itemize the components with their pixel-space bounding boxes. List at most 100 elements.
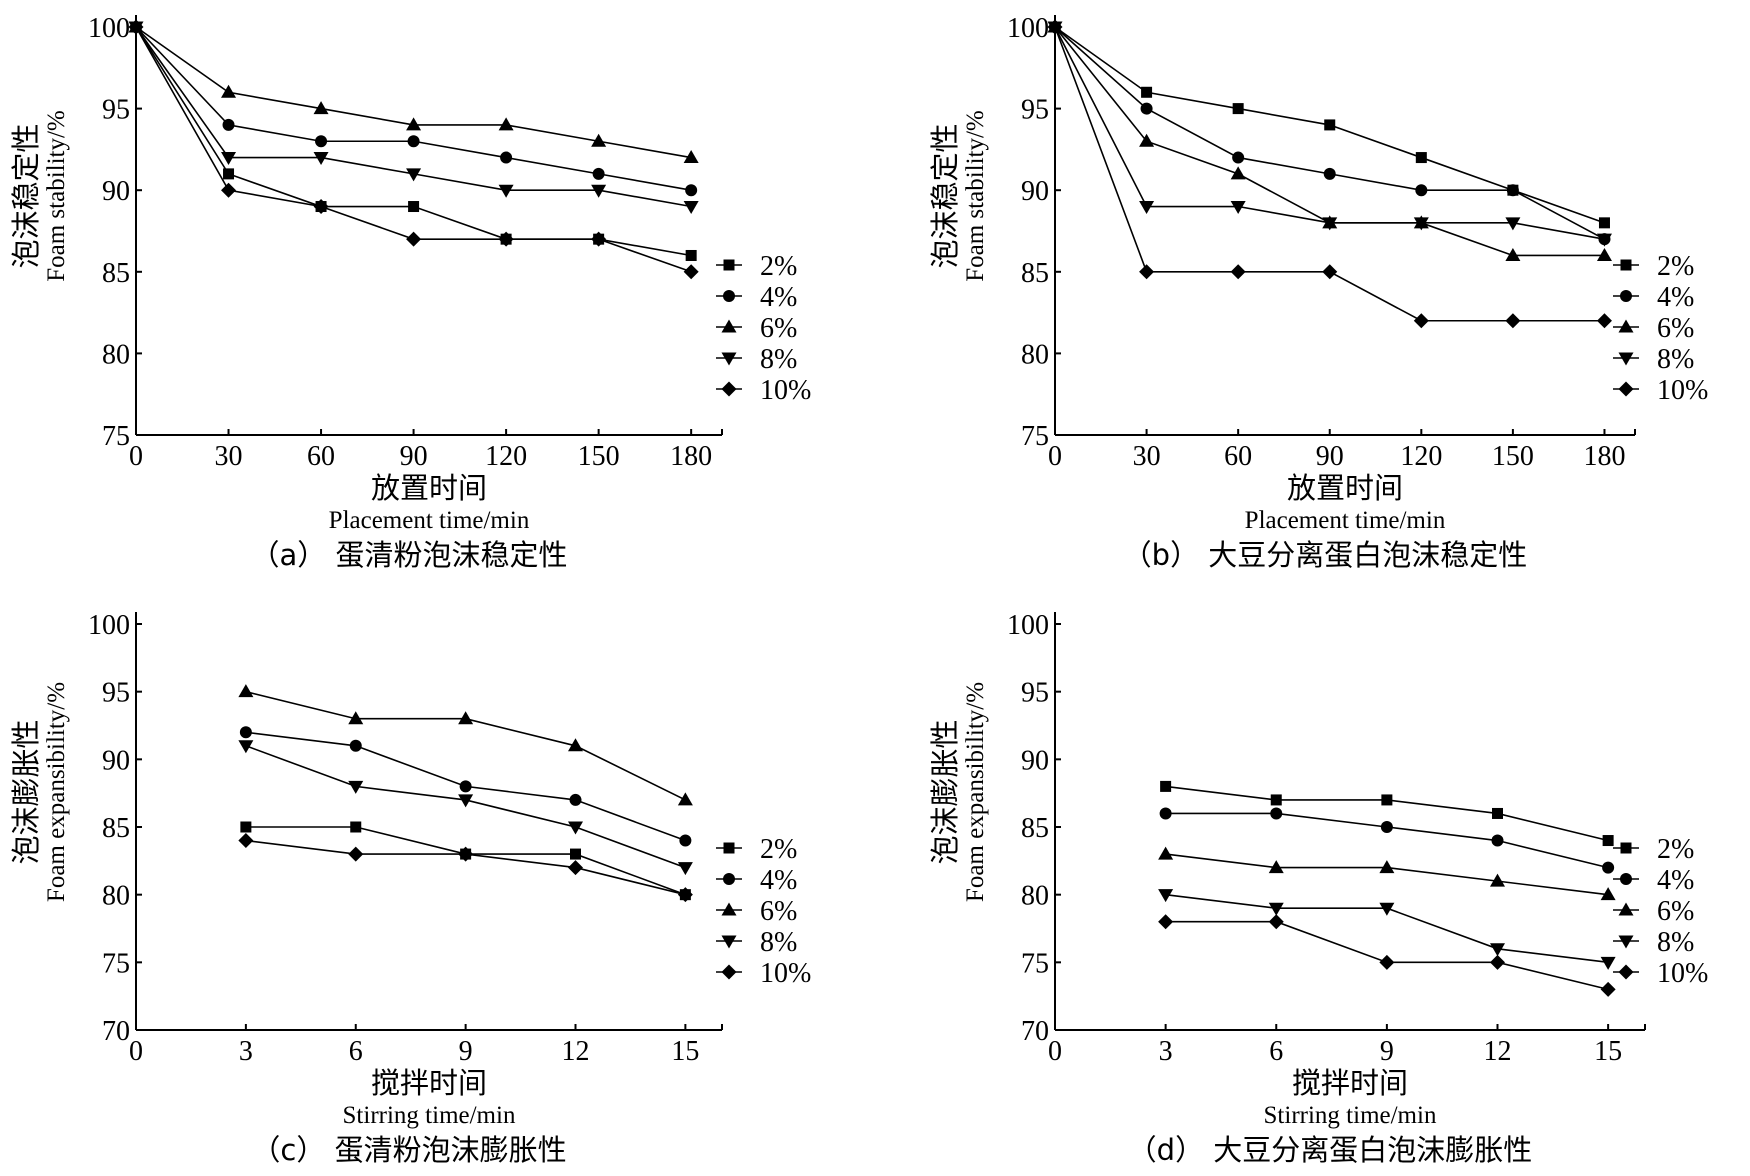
data-point [592, 167, 605, 180]
y-tick-label: 95 [1021, 678, 1049, 709]
y-tick-label: 80 [102, 881, 130, 912]
data-point [498, 184, 514, 198]
y-axis-title-en: Foam stability/% [962, 110, 989, 282]
series-6pct [238, 684, 693, 806]
data-point [1598, 217, 1610, 229]
y-tick-label: 75 [102, 948, 130, 979]
legend-label: 4% [760, 282, 797, 313]
x-tick-label: 12 [1484, 1036, 1512, 1067]
y-tick-label: 70 [1021, 1016, 1049, 1047]
y-tick-label: 90 [1021, 176, 1049, 207]
data-point [239, 726, 252, 739]
legend-label: 8% [1657, 927, 1694, 958]
data-point [568, 821, 583, 835]
data-point [349, 739, 362, 752]
series-8pct [1158, 889, 1616, 970]
x-tick-label: 15 [671, 1036, 699, 1067]
data-point [221, 84, 237, 98]
data-point [313, 152, 329, 166]
y-tick-label: 95 [102, 95, 130, 126]
data-point [238, 684, 254, 698]
series-4pct [1159, 807, 1615, 874]
data-point [1381, 794, 1393, 806]
y-tick-label: 85 [102, 813, 130, 844]
data-point [315, 135, 328, 148]
x-axis-title-cn: 搅拌时间 [1292, 1066, 1408, 1100]
legend-label: 2% [1657, 251, 1694, 282]
x-tick-label: 3 [239, 1036, 253, 1067]
x-tick-label: 150 [1492, 441, 1534, 472]
legend: 2%4%6%8%10% [1613, 251, 1708, 406]
legend-marker [1620, 873, 1632, 885]
panel-caption: （a） 蛋清粉泡沫稳定性 [251, 538, 568, 572]
x-tick-label: 0 [1048, 441, 1062, 472]
x-tick-label: 6 [1269, 1036, 1283, 1067]
legend-label: 8% [760, 344, 797, 375]
data-point [313, 101, 329, 115]
chart-panel-c: 0 3 6 9 12 15 70 75 80 85 90 95 100 搅拌时间 Stirring time… [0, 588, 875, 1176]
x-tick-label: 3 [1159, 1036, 1173, 1067]
series-10pct [128, 19, 699, 280]
data-point [459, 780, 472, 793]
data-point [1379, 954, 1395, 970]
legend-label: 4% [1657, 865, 1694, 896]
legend: 2%4%6%8%10% [716, 251, 811, 406]
data-point [1602, 861, 1615, 874]
data-point [1322, 217, 1338, 231]
y-tick-label: 75 [102, 421, 130, 452]
x-tick-label: 180 [1583, 441, 1625, 472]
legend-label: 6% [760, 313, 797, 344]
legend: 2%4%6%8%10% [1613, 834, 1708, 989]
data-point [1322, 264, 1338, 280]
data-point [1230, 264, 1246, 280]
y-tick-label: 80 [102, 339, 130, 370]
legend-label: 10% [1657, 375, 1708, 406]
x-tick-label: 30 [215, 441, 243, 472]
data-point [348, 780, 364, 794]
data-point [1600, 956, 1616, 970]
series-line [1054, 26, 1605, 240]
legend-marker [721, 352, 737, 366]
legend-label: 6% [1657, 896, 1694, 927]
y-tick-label: 95 [102, 678, 130, 709]
series-line [135, 26, 692, 191]
data-point [1159, 807, 1172, 820]
data-point [458, 846, 474, 862]
y-tick-label: 100 [88, 13, 130, 44]
legend-marker [721, 935, 737, 949]
y-axis-title-en: Foam stability/% [43, 110, 70, 282]
x-tick-label: 90 [1316, 441, 1344, 472]
x-tick-label: 180 [670, 441, 712, 472]
data-point [1140, 102, 1153, 115]
data-point [458, 711, 474, 725]
y-tick-label: 85 [1021, 813, 1049, 844]
data-point [1379, 860, 1395, 874]
data-point [348, 711, 364, 725]
data-point [500, 151, 513, 164]
y-tick-label: 95 [1021, 95, 1049, 126]
x-tick-label: 30 [1133, 441, 1161, 472]
data-point [407, 135, 420, 148]
legend-label: 10% [1657, 958, 1708, 989]
x-axis-title-en: Placement time/min [1245, 507, 1446, 534]
data-point [240, 821, 252, 833]
series-10pct [238, 833, 693, 903]
x-tick-label: 0 [1048, 1036, 1062, 1067]
data-point [1505, 247, 1521, 261]
x-axis-title-en: Stirring time/min [343, 1102, 516, 1129]
data-point [1230, 201, 1246, 215]
chart-panel-a: 0 30 60 90 120 150 180 75 80 85 90 95 100 放置时间 Placeme… [0, 0, 875, 588]
data-point [1047, 19, 1063, 35]
panel-caption: （c） 蛋清粉泡沫膨胀性 [251, 1133, 566, 1167]
data-point [1413, 313, 1429, 329]
legend-label: 8% [1657, 344, 1694, 375]
data-point [1232, 151, 1245, 164]
x-tick-label: 60 [1224, 441, 1252, 472]
data-point [1415, 152, 1427, 164]
y-tick-label: 80 [1021, 881, 1049, 912]
y-tick-label: 90 [102, 176, 130, 207]
x-tick-label: 9 [459, 1036, 473, 1067]
data-point [1324, 119, 1336, 131]
data-point [677, 862, 693, 876]
